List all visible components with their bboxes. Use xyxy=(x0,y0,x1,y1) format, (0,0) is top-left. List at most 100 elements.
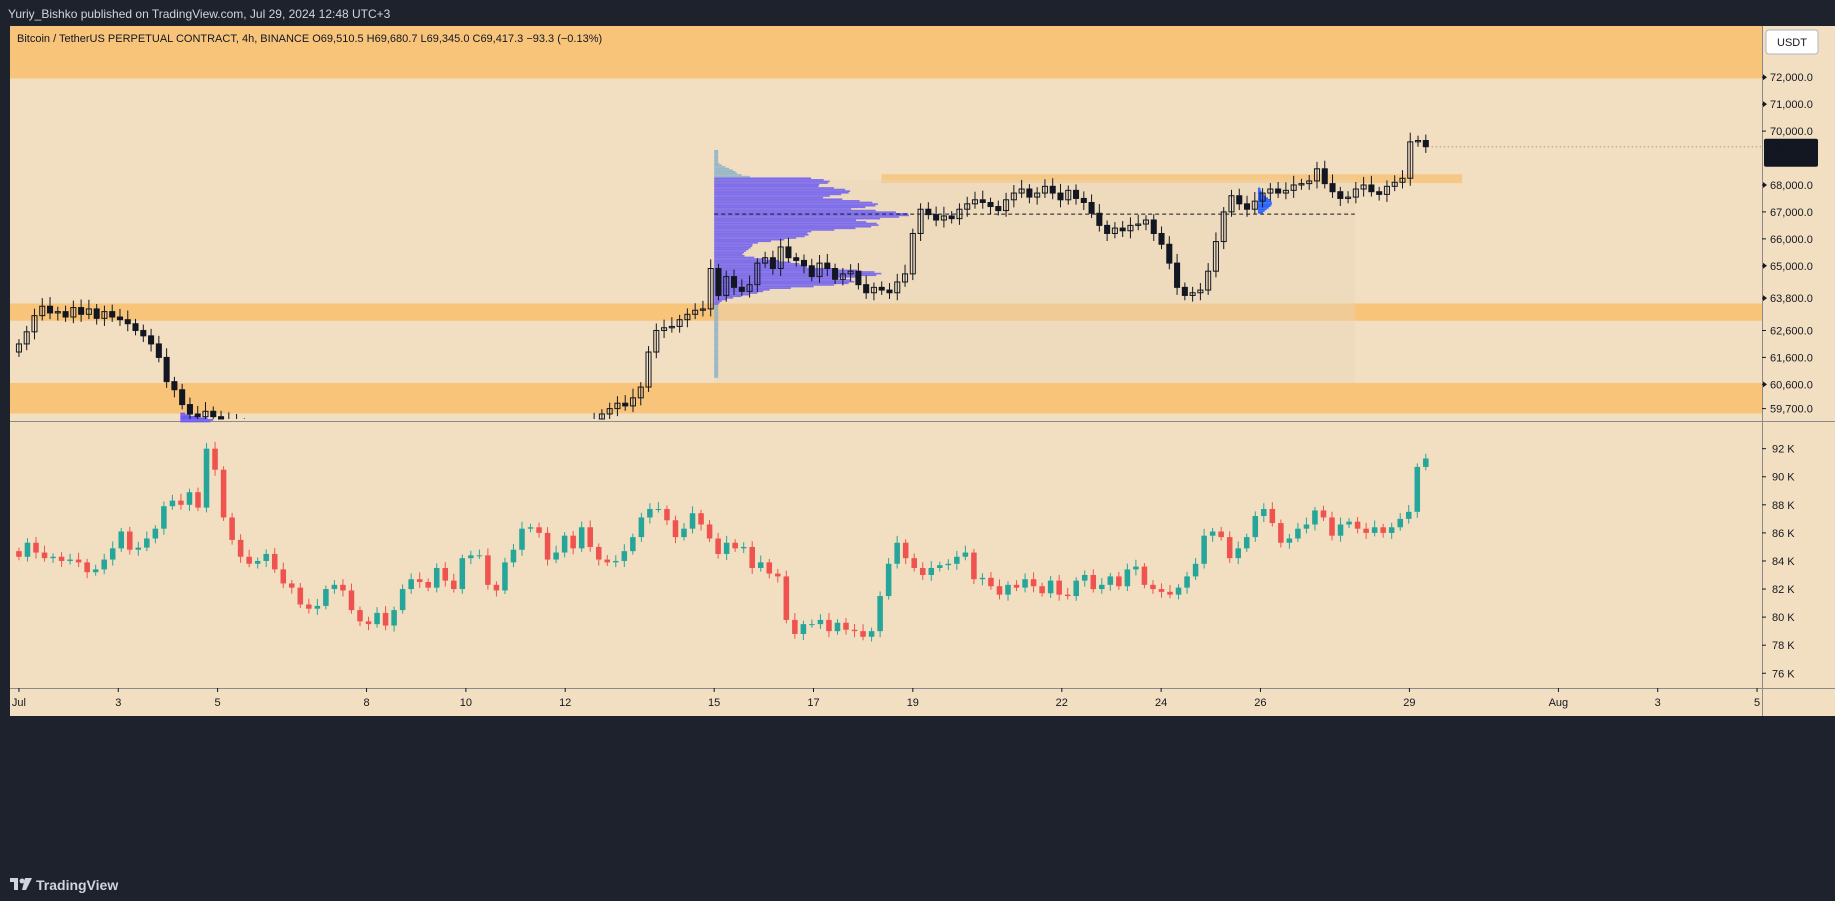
profile-row xyxy=(180,415,198,418)
profile-row xyxy=(714,180,830,183)
candle-body xyxy=(681,528,687,538)
candle-body xyxy=(987,201,994,208)
candle-body xyxy=(604,559,611,563)
candle-body xyxy=(613,560,619,563)
profile-row xyxy=(714,230,812,233)
candle-body xyxy=(101,559,107,570)
candle-body xyxy=(885,563,892,597)
candle-body xyxy=(229,517,235,540)
profile-row xyxy=(714,191,849,194)
candle-body xyxy=(863,284,870,294)
candle-body xyxy=(793,257,800,261)
candle-body xyxy=(1363,528,1369,533)
candle-body xyxy=(169,500,176,507)
candle-body xyxy=(1073,580,1079,597)
candle-body xyxy=(186,492,193,505)
profile-row xyxy=(714,264,804,267)
profile-row xyxy=(714,193,842,196)
profile-row xyxy=(714,340,719,343)
candle-body xyxy=(1104,224,1111,234)
profile-row xyxy=(714,253,743,256)
time-tick-label: 5 xyxy=(215,697,221,709)
time-tick-label: 12 xyxy=(559,697,571,709)
candle-body xyxy=(1376,191,1383,195)
candle-body xyxy=(824,262,831,269)
profile-row xyxy=(714,298,727,301)
profile-row xyxy=(714,376,719,378)
candle-body xyxy=(1181,286,1188,296)
candle-body xyxy=(1049,185,1056,194)
profile-row xyxy=(1257,195,1266,198)
candle-body xyxy=(33,542,39,553)
axis-marker xyxy=(1763,381,1767,388)
profile-row xyxy=(714,203,878,205)
candle-body xyxy=(979,199,986,203)
candle-body xyxy=(684,313,691,321)
candle-body xyxy=(31,315,38,333)
candle-body xyxy=(1073,189,1080,199)
lower-pane-candles xyxy=(16,441,1429,642)
candle-body xyxy=(1056,580,1062,595)
profile-row xyxy=(714,368,719,370)
profile-row xyxy=(714,177,812,180)
candle-body xyxy=(54,311,61,314)
profile-row xyxy=(714,201,873,204)
candle-body xyxy=(416,579,423,583)
profile-row xyxy=(714,301,720,304)
price-tick-label: 68,000.0 xyxy=(1770,180,1813,192)
profile-row xyxy=(714,282,849,285)
candle-body xyxy=(399,589,406,611)
profile-row xyxy=(714,322,719,325)
candle-body xyxy=(832,267,839,280)
price-axis-background xyxy=(1762,26,1835,688)
candle-body xyxy=(1218,531,1224,538)
candle-body xyxy=(1010,192,1017,201)
candle-body xyxy=(1111,227,1118,234)
candle-body xyxy=(731,276,738,288)
profile-row xyxy=(714,360,719,362)
axis-marker xyxy=(1763,262,1767,269)
profile-row xyxy=(714,369,719,372)
profile-row xyxy=(714,279,851,281)
profile-row xyxy=(714,256,755,259)
candle-body xyxy=(894,281,901,294)
profile-row xyxy=(714,258,767,260)
candle-body xyxy=(706,524,713,539)
candle-body xyxy=(135,547,142,550)
candle-body xyxy=(155,343,162,358)
candle-body xyxy=(1220,211,1227,243)
chart-area[interactable]: 72,000.0 71,000.0 70,000.0 68,000.0 67,000.0… xyxy=(0,26,1835,871)
candle-body xyxy=(570,535,576,549)
candle-body xyxy=(699,308,706,311)
profile-row xyxy=(714,339,719,341)
profile-row xyxy=(714,198,843,201)
candle-body xyxy=(374,612,380,625)
candle-body xyxy=(1345,196,1352,199)
profile-row xyxy=(714,166,726,168)
candle-body xyxy=(171,381,178,391)
profile-row xyxy=(1257,202,1272,204)
profile-row xyxy=(714,251,745,254)
candle-body xyxy=(476,555,483,557)
candle-body xyxy=(777,246,784,269)
candle-body xyxy=(653,329,660,353)
profile-row xyxy=(714,238,785,241)
price-tick-label: 67,000.0 xyxy=(1770,207,1813,219)
price-tick-label: 61,600.0 xyxy=(1770,352,1813,364)
profile-row xyxy=(714,347,719,349)
candle-body xyxy=(58,556,65,561)
candle-body xyxy=(621,551,628,561)
profile-row xyxy=(714,190,851,192)
candle-body xyxy=(792,619,798,634)
lower-pane-background xyxy=(10,422,1762,688)
tradingview-logo[interactable]: TradingView xyxy=(10,877,118,893)
candle-body xyxy=(676,319,683,327)
candle-body xyxy=(1298,183,1305,186)
candle-body xyxy=(962,552,969,557)
candle-body xyxy=(357,610,363,622)
candle-body xyxy=(1057,192,1064,201)
candle-body xyxy=(78,307,85,315)
candle-body xyxy=(1018,188,1025,194)
profile-row xyxy=(714,175,751,178)
candle-body xyxy=(911,558,917,568)
